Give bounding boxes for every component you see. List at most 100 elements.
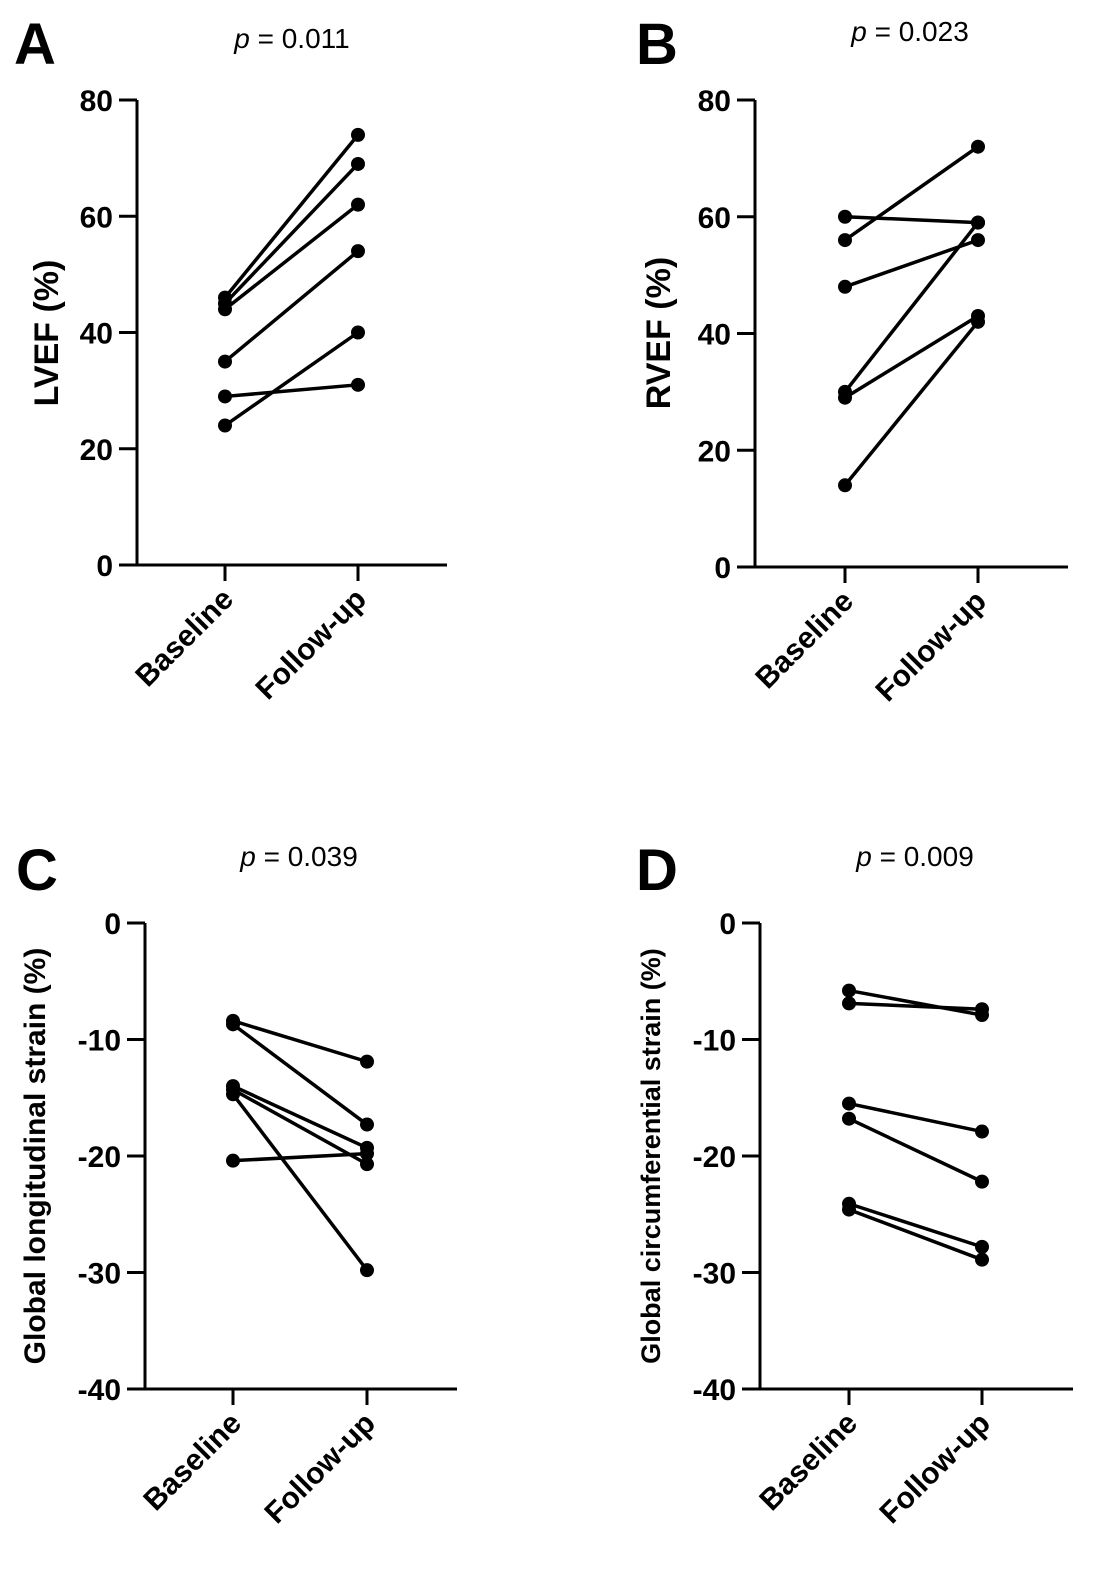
series-5 (226, 1087, 374, 1278)
data-point-baseline (838, 279, 852, 294)
series-line (843, 320, 980, 487)
data-point-follow-up (975, 1002, 989, 1017)
series-line (223, 249, 360, 363)
data-point-baseline (838, 478, 852, 493)
series-2 (218, 156, 365, 311)
series-6 (838, 314, 985, 493)
y-tick-label: 0 (104, 908, 121, 941)
p-value-number: = 0.039 (256, 841, 358, 872)
y-tick-label: -20 (693, 1141, 736, 1174)
y-tick-label: -10 (78, 1025, 121, 1058)
data-point-follow-up (360, 1157, 374, 1172)
p-value-symbol: p (850, 16, 867, 47)
series-line (232, 1084, 368, 1150)
data-point-follow-up (360, 1146, 374, 1161)
data-point-baseline (838, 390, 852, 405)
y-tick-label: -10 (693, 1025, 736, 1058)
x-tick-label-follow-up: Follow-up (869, 585, 992, 708)
p-value: p = 0.011 (233, 23, 349, 54)
p-value-symbol: p (855, 841, 872, 872)
y-tick-label: 40 (698, 319, 731, 352)
data-point-follow-up (351, 244, 365, 259)
series-line (848, 1202, 983, 1249)
data-point-follow-up (971, 215, 985, 230)
data-point-baseline (838, 209, 852, 224)
series-3 (842, 1096, 989, 1139)
series-line (223, 133, 360, 299)
data-point-baseline (218, 389, 232, 404)
data-point-follow-up (360, 1263, 374, 1278)
data-point-follow-up (971, 139, 985, 154)
series-line (848, 1001, 983, 1011)
data-point-follow-up (975, 1124, 989, 1139)
y-tick-label: 40 (80, 318, 113, 351)
series-line (223, 162, 360, 305)
y-axis-label: Global longitudinal strain (%) (19, 948, 52, 1365)
series-1 (226, 1013, 374, 1069)
data-point-follow-up (351, 377, 365, 392)
panel-letter: B (636, 12, 678, 77)
y-tick-label: 20 (698, 435, 731, 468)
p-value-symbol: p (239, 841, 256, 872)
y-tick-label: 0 (714, 552, 731, 585)
data-point-baseline (226, 1017, 240, 1032)
y-tick-label: 0 (719, 908, 736, 941)
series-line (232, 1088, 368, 1166)
series-6 (226, 1146, 374, 1168)
data-point-follow-up (975, 1174, 989, 1189)
data-point-baseline (218, 354, 232, 369)
data-point-follow-up (975, 1252, 989, 1267)
data-point-follow-up (351, 127, 365, 142)
data-point-baseline (842, 1096, 856, 1111)
series-5 (218, 325, 365, 433)
series-6 (842, 1202, 989, 1267)
panel-letter: C (16, 838, 58, 903)
y-tick-label: -40 (78, 1374, 121, 1407)
y-axis-label: Global circumferential strain (%) (636, 948, 666, 1364)
series-4 (218, 244, 365, 369)
series-line (844, 314, 979, 400)
series-line (844, 238, 979, 289)
series-3 (838, 233, 985, 294)
series-line (848, 1207, 983, 1262)
series-line (844, 215, 979, 225)
p-value: p = 0.009 (855, 841, 974, 872)
y-tick-label: 80 (80, 85, 113, 118)
series-2 (226, 1017, 374, 1132)
data-point-follow-up (971, 314, 985, 329)
series-5 (838, 308, 985, 405)
p-value: p = 0.039 (239, 841, 358, 872)
data-point-baseline (842, 1111, 856, 1126)
p-value: p = 0.023 (850, 16, 969, 47)
y-tick-label: 60 (698, 202, 731, 235)
data-point-follow-up (360, 1054, 374, 1069)
data-point-follow-up (975, 1239, 989, 1254)
data-point-follow-up (351, 197, 365, 212)
series-line (848, 1117, 983, 1184)
series-2 (842, 996, 989, 1017)
series-line (848, 988, 983, 1017)
y-tick-label: 0 (96, 550, 113, 583)
data-point-baseline (842, 983, 856, 998)
y-axis-label: LVEF (%) (28, 260, 66, 407)
y-axis-label: RVEF (%) (640, 257, 678, 409)
series-6 (218, 377, 365, 404)
p-value-symbol: p (233, 23, 250, 54)
series-line (231, 1022, 369, 1126)
series-line (224, 383, 359, 399)
data-point-follow-up (351, 156, 365, 171)
p-value-number: = 0.009 (872, 841, 974, 872)
p-value-number: = 0.023 (867, 16, 969, 47)
series-line (843, 221, 980, 393)
data-point-baseline (218, 418, 232, 433)
series-line (223, 331, 360, 427)
y-tick-label: -40 (693, 1374, 736, 1407)
data-point-follow-up (360, 1117, 374, 1132)
x-tick-label-baseline: Baseline (137, 1407, 248, 1518)
panel-letter: D (636, 838, 678, 903)
data-point-baseline (838, 233, 852, 248)
y-tick-label: 20 (80, 434, 113, 467)
